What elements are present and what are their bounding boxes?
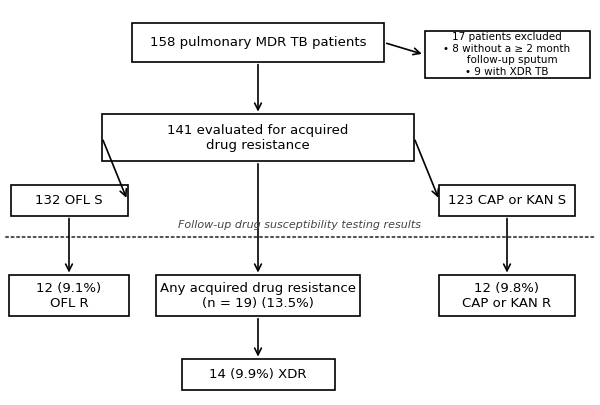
FancyBboxPatch shape xyxy=(11,185,128,215)
Text: 158 pulmonary MDR TB patients: 158 pulmonary MDR TB patients xyxy=(150,36,366,49)
FancyBboxPatch shape xyxy=(439,275,575,316)
FancyBboxPatch shape xyxy=(182,360,335,390)
Text: Follow-up drug susceptibility testing results: Follow-up drug susceptibility testing re… xyxy=(179,220,421,230)
Text: Any acquired drug resistance
(n = 19) (13.5%): Any acquired drug resistance (n = 19) (1… xyxy=(160,281,356,310)
Text: 132 OFL S: 132 OFL S xyxy=(35,194,103,207)
Text: 141 evaluated for acquired
drug resistance: 141 evaluated for acquired drug resistan… xyxy=(167,124,349,152)
FancyBboxPatch shape xyxy=(9,275,129,316)
FancyBboxPatch shape xyxy=(102,114,414,161)
FancyBboxPatch shape xyxy=(425,32,589,78)
FancyBboxPatch shape xyxy=(156,275,360,316)
FancyBboxPatch shape xyxy=(132,23,384,62)
Text: 12 (9.8%)
CAP or KAN R: 12 (9.8%) CAP or KAN R xyxy=(463,281,551,310)
Text: 12 (9.1%)
OFL R: 12 (9.1%) OFL R xyxy=(37,281,101,310)
Text: 123 CAP or KAN S: 123 CAP or KAN S xyxy=(448,194,566,207)
FancyBboxPatch shape xyxy=(439,185,575,215)
Text: 17 patients excluded
• 8 without a ≥ 2 month
   follow-up sputum
• 9 with XDR TB: 17 patients excluded • 8 without a ≥ 2 m… xyxy=(443,32,571,77)
Text: 14 (9.9%) XDR: 14 (9.9%) XDR xyxy=(209,368,307,381)
